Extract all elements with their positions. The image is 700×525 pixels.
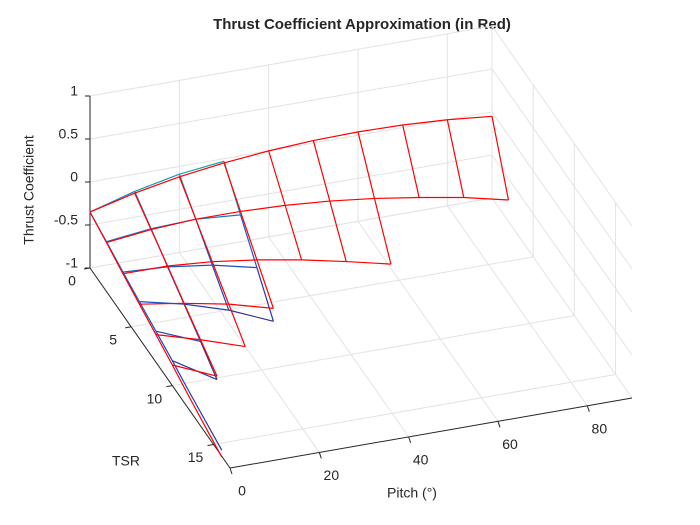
chart-title: Thrust Coefficient Approximation (in Red…	[213, 16, 511, 33]
y-tick	[207, 443, 214, 446]
z-tick-label: 0.5	[59, 126, 79, 142]
mesh-line	[89, 115, 493, 213]
mesh-segment	[155, 330, 201, 343]
grid-line	[491, 111, 633, 313]
mesh-line	[106, 196, 509, 244]
x-tick	[497, 421, 501, 428]
y-tick	[166, 385, 173, 388]
x-tick	[586, 405, 590, 412]
mesh-line	[134, 192, 218, 377]
mesh-segment	[155, 330, 173, 361]
mesh-segment	[122, 271, 140, 302]
mesh-line	[223, 162, 274, 309]
mesh-segment	[179, 160, 225, 175]
mesh-segment	[167, 264, 213, 268]
y-tick-label: 5	[109, 332, 117, 348]
y-axis-label: TSR	[112, 453, 140, 469]
mesh-segment	[239, 214, 258, 268]
mesh-segment	[199, 341, 218, 380]
x-tick-label: 60	[502, 436, 518, 452]
grid-line	[89, 68, 493, 140]
mesh-line	[357, 131, 392, 265]
grid-line	[491, 25, 633, 227]
x-tick-label: 0	[238, 483, 246, 499]
z-axis-label: Thrust Coefficient	[21, 135, 37, 245]
mesh-segment	[188, 390, 206, 421]
x-tick	[408, 436, 412, 444]
mesh-segment	[228, 309, 274, 322]
x-tick-label: 20	[324, 467, 340, 483]
grid-line	[491, 197, 633, 399]
mesh-segment	[204, 420, 223, 451]
grid-line	[172, 315, 575, 387]
grid-line	[89, 197, 493, 269]
grid-line	[268, 236, 410, 438]
mesh-line	[491, 116, 510, 201]
x-tick	[229, 467, 233, 475]
x-tick-label: 80	[592, 420, 608, 436]
grid-line	[131, 256, 534, 328]
mesh-line	[446, 119, 465, 198]
x-axis	[229, 397, 633, 469]
z-tick-label: -0.5	[54, 212, 78, 228]
mesh-segment	[106, 228, 152, 243]
y-tick-label: 15	[188, 449, 204, 465]
mesh-segment	[211, 264, 230, 311]
grid-line	[491, 154, 633, 356]
mesh-line	[139, 302, 274, 309]
grid-line	[446, 205, 588, 407]
x-tick-label: 40	[413, 452, 429, 468]
y-tick-label: 0	[68, 273, 76, 289]
mesh-line	[172, 364, 218, 377]
z-tick-label: 1	[70, 83, 78, 99]
mesh-segment	[138, 301, 157, 332]
y-tick	[125, 326, 132, 329]
grid-line	[357, 221, 499, 422]
grid-line	[178, 252, 320, 453]
mesh-line	[402, 124, 420, 198]
y-tick	[83, 267, 91, 270]
mesh-segment	[256, 267, 274, 322]
z-tick-label: -1	[66, 255, 79, 271]
z-tick-label: 0	[70, 169, 78, 185]
mesh-segment	[183, 303, 229, 311]
grid-line	[491, 68, 633, 270]
y-tick-label: 10	[147, 390, 163, 406]
mesh-line	[89, 211, 223, 458]
grid-line	[89, 25, 493, 97]
mesh-segment	[134, 173, 180, 192]
x-axis-label: Pitch (°)	[387, 485, 437, 501]
grid-line	[213, 373, 616, 445]
y-axis	[89, 267, 231, 469]
grid-line	[89, 154, 493, 226]
grid-line	[89, 111, 493, 183]
mesh-line	[178, 176, 246, 347]
mesh-segment	[212, 264, 257, 269]
x-tick	[318, 452, 322, 459]
mesh-line	[312, 140, 347, 262]
mesh-line	[268, 150, 303, 261]
